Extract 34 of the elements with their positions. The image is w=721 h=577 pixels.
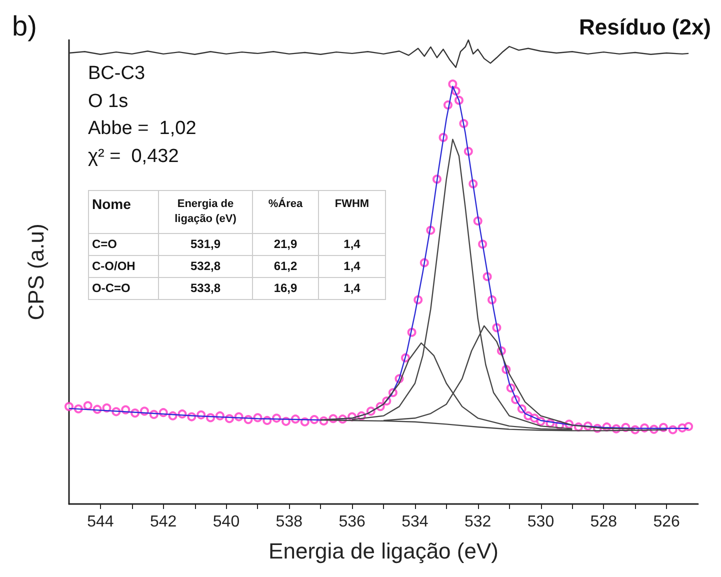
x-tick-label: 544	[87, 514, 114, 530]
y-axis-title: CPS (a.u)	[24, 224, 48, 320]
x-tick-label: 542	[150, 514, 177, 530]
annotation: C=O	[88, 234, 158, 256]
annotation: 531,9	[158, 234, 252, 256]
annotation: BC-C3	[88, 63, 146, 84]
text: Resíduo (2x)	[578, 14, 712, 40]
x-tick-label: 530	[527, 514, 554, 530]
annotation: 533,8	[158, 278, 252, 300]
annotation: Abbe = 1,02	[88, 118, 196, 139]
annotation: Nome	[88, 190, 158, 234]
annotation: 16,9	[252, 278, 318, 300]
x-tick-label: 532	[464, 514, 492, 530]
annotation: %Área	[252, 190, 318, 234]
x-tick-label: 526	[653, 514, 680, 530]
annotation: 1,4	[318, 234, 386, 256]
x-tick-label: 528	[590, 514, 618, 530]
annotation: 61,2	[252, 256, 318, 278]
annotation: O-C=O	[88, 278, 158, 300]
x-tick-label: 534	[402, 514, 428, 530]
annotation: C-O/OH	[88, 256, 158, 278]
annotation: 21,9	[252, 234, 318, 256]
text: b)	[12, 10, 37, 42]
x-tick-label: 540	[212, 514, 240, 530]
annotation: O 1s	[88, 91, 128, 112]
annotation: 1,4	[318, 256, 386, 278]
annotation: 1,4	[318, 278, 386, 300]
x-axis-title: Energia de ligação (eV)	[268, 538, 498, 564]
annotation: Energia de ligação (eV)	[158, 190, 252, 234]
annotation: χ² = 0,432	[88, 146, 179, 167]
annotation: 532,8	[158, 256, 252, 278]
x-tick-label: 536	[338, 514, 366, 530]
x-tick-label: 538	[276, 514, 303, 530]
annotation: FWHM	[318, 190, 386, 234]
